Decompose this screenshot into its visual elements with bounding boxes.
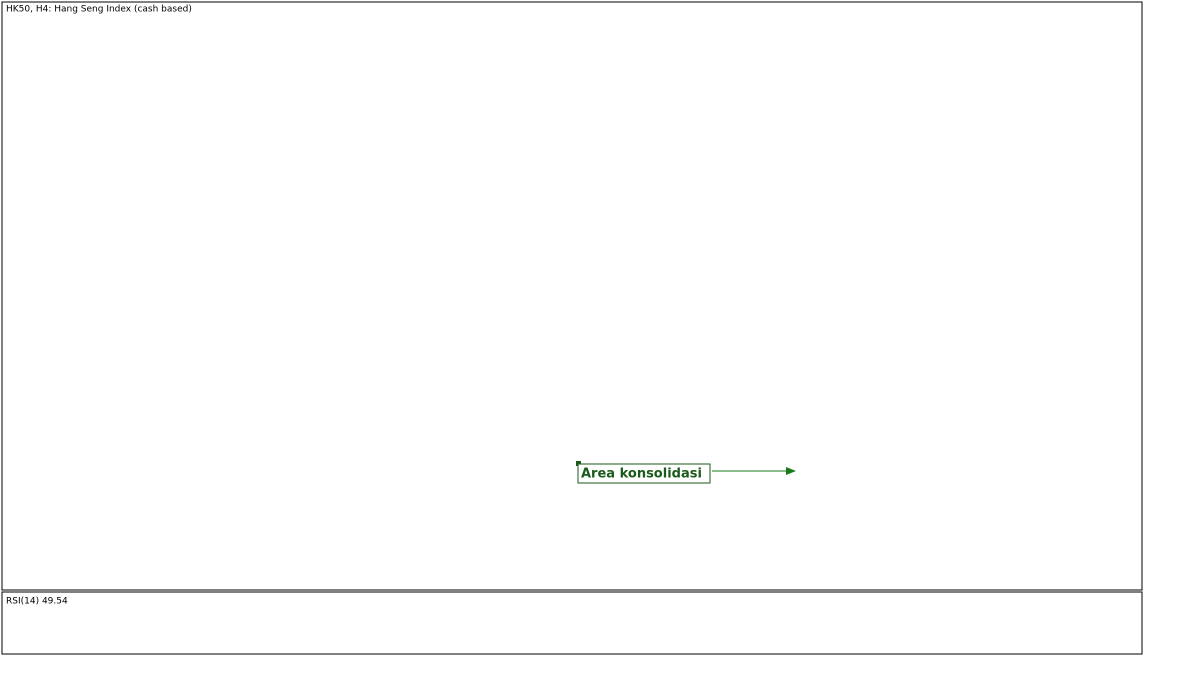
annotation: Area konsolidasi	[576, 461, 796, 484]
annotation-arrowhead	[786, 467, 796, 475]
main-panel	[1, 1, 1143, 591]
rsi-panel	[1, 591, 1143, 655]
rsi-title: RSI(14) 49.54	[6, 597, 68, 607]
chart-title: HK50, H4: Hang Seng Index (cash based)	[6, 5, 192, 15]
annotation-box	[577, 463, 711, 484]
annotation-text: Area konsolidasi	[581, 467, 702, 482]
